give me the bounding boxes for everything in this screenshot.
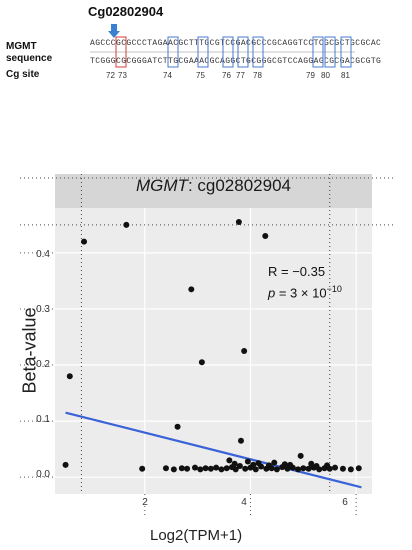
plot-area: [55, 208, 372, 494]
y-tick-0.3: 0.3: [36, 304, 50, 315]
data-point: [174, 423, 181, 430]
y-tick-0.0: 0.0: [36, 469, 50, 480]
data-point: [308, 460, 315, 467]
data-point: [213, 464, 220, 471]
data-point: [313, 462, 320, 469]
data-point: [235, 219, 242, 226]
data-point: [255, 460, 262, 467]
data-point: [188, 286, 195, 293]
data-point: [332, 464, 339, 471]
y-tick-0.1: 0.1: [36, 414, 50, 425]
data-point: [250, 461, 257, 468]
data-point: [202, 465, 209, 472]
data-point: [81, 238, 88, 245]
data-point: [287, 461, 294, 468]
data-point: [123, 221, 130, 228]
data-point: [236, 462, 243, 469]
cg-site-77: 77: [236, 71, 245, 80]
data-point: [192, 464, 199, 471]
facet-strip: [55, 174, 372, 208]
data-point: [324, 462, 331, 469]
x-tick-6: 6: [342, 497, 348, 508]
regression-line: [65, 411, 362, 489]
data-point: [244, 458, 251, 465]
data-point: [178, 465, 185, 472]
data-point: [265, 462, 272, 469]
cg-site-81: 81: [341, 71, 350, 80]
sequence-markers: [90, 36, 355, 68]
data-point: [232, 466, 239, 473]
data-point: [223, 465, 230, 472]
data-point: [242, 465, 249, 472]
chart-title: MGMT: cg02802904: [55, 176, 372, 196]
data-point: [281, 461, 288, 468]
data-point: [139, 465, 146, 472]
data-point: [241, 348, 248, 354]
cg-site-80: 80: [321, 71, 330, 80]
sequence-top-strand: AGCCCGCGCCCTAGAACGCTTTGCGTCCGACGCCCGCAGG…: [90, 39, 382, 48]
correlation-r: R = −0.35: [268, 264, 326, 279]
data-point: [237, 437, 244, 444]
chart-title-gene: MGMT: [136, 176, 188, 195]
data-point: [197, 466, 204, 473]
cg-site-74: 74: [163, 71, 172, 80]
y-tick-0.4: 0.4: [36, 249, 50, 260]
chart-title-probe: : cg02802904: [187, 176, 291, 195]
data-point: [66, 373, 73, 380]
data-point: [218, 466, 225, 473]
cg-site-76: 76: [222, 71, 231, 80]
x-axis-label: Log2(TPM+1): [150, 527, 243, 544]
data-point: [300, 465, 307, 472]
data-point: [170, 466, 177, 473]
x-tick-4: 4: [241, 497, 247, 508]
data-point: [198, 359, 205, 366]
data-point: [262, 233, 269, 240]
data-point: [297, 452, 304, 459]
sequence-bottom-strand: TCGGGCGCGGGATCTTGCGAAACGCAGGCTGCGGGCGTCC…: [90, 57, 382, 66]
p-value-label: p: [268, 285, 276, 301]
row-label-cgsite: Cg site: [6, 69, 40, 80]
cg-site-79: 79: [306, 71, 315, 80]
p-value-value: = 3 × 10: [275, 285, 327, 301]
data-point: [339, 465, 346, 472]
data-point: [184, 465, 191, 472]
arrow-down-icon: [108, 24, 120, 38]
cg-site-73: 73: [118, 71, 127, 80]
cg-site-75: 75: [196, 71, 205, 80]
data-point: [226, 457, 233, 464]
y-tick-0.2: 0.2: [36, 359, 50, 370]
row-label-gene: MGMT: [6, 41, 37, 52]
data-point: [231, 460, 238, 467]
p-value-exponent: −10: [326, 284, 342, 294]
probe-title: Cg02802904: [88, 4, 164, 19]
p-value-annotation: p = 3 × 10−10: [268, 284, 342, 300]
data-point: [355, 465, 362, 472]
data-point: [295, 466, 302, 473]
data-point: [347, 466, 354, 473]
data-point: [207, 465, 214, 472]
data-point: [273, 466, 280, 473]
data-point: [252, 466, 259, 473]
data-point: [162, 465, 169, 472]
row-label-sequence: sequence: [6, 53, 53, 64]
data-point: [62, 461, 69, 468]
data-point: [305, 465, 312, 472]
cg-site-72: 72: [106, 71, 115, 80]
data-point: [271, 459, 278, 466]
cg-site-78: 78: [253, 71, 262, 80]
